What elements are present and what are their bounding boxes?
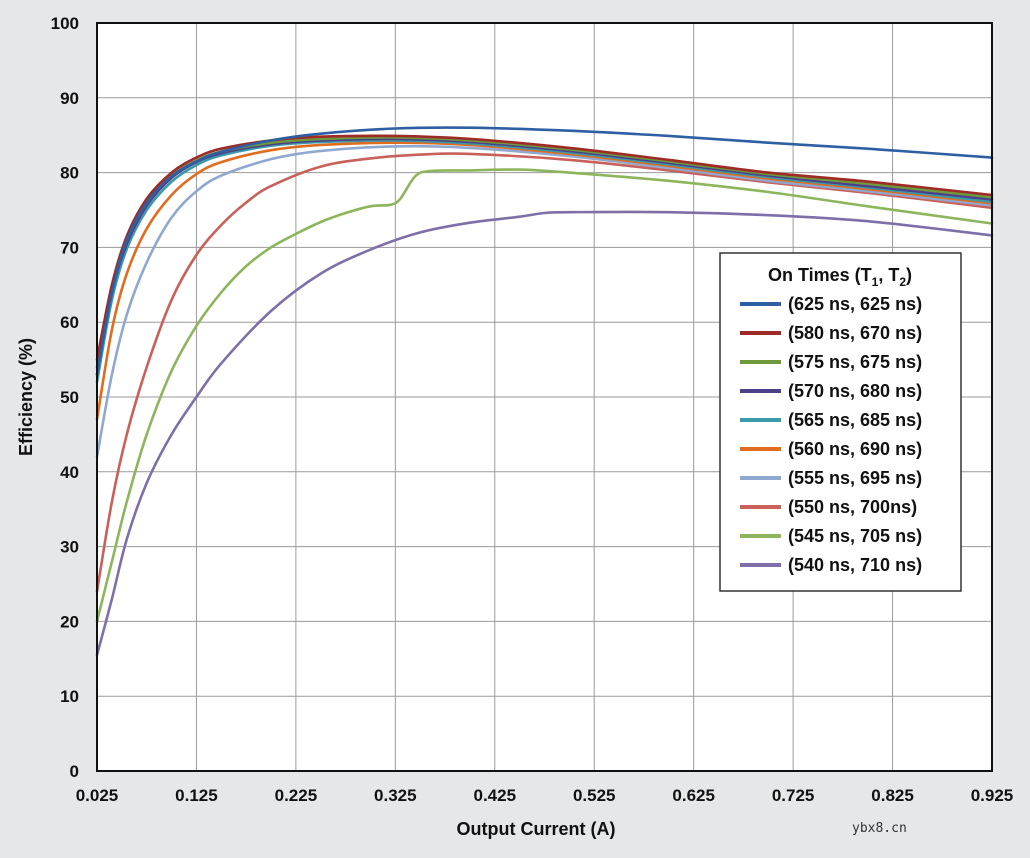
legend-label: (560 ns, 690 ns) xyxy=(788,439,922,459)
x-tick-label: 0.125 xyxy=(175,786,218,805)
x-tick-label: 0.025 xyxy=(76,786,119,805)
x-tick-label: 0.625 xyxy=(672,786,715,805)
legend-label: (545 ns, 705 ns) xyxy=(788,526,922,546)
x-tick-label: 0.725 xyxy=(772,786,815,805)
legend-label: (580 ns, 670 ns) xyxy=(788,323,922,343)
y-tick-label: 70 xyxy=(60,238,79,257)
x-tick-label: 0.325 xyxy=(374,786,417,805)
x-tick-label: 0.925 xyxy=(971,786,1014,805)
y-tick-label: 40 xyxy=(60,463,79,482)
y-tick-label: 90 xyxy=(60,89,79,108)
y-tick-label: 50 xyxy=(60,388,79,407)
series-line-9 xyxy=(95,210,994,657)
legend-title: On Times (T1, T2) xyxy=(768,265,912,289)
series-lines xyxy=(95,126,994,657)
legend-label: (575 ns, 675 ns) xyxy=(788,352,922,372)
legend: On Times (T1, T2) (625 ns, 625 ns) (580 n… xyxy=(719,252,962,592)
tick-labels: 0.025 0.125 0.225 0.325 0.425 0.525 0.625 0.725… xyxy=(51,14,1014,805)
series-line-8 xyxy=(95,168,994,623)
y-tick-label: 60 xyxy=(60,313,79,332)
series-line-7 xyxy=(95,152,994,593)
y-tick-label: 30 xyxy=(60,538,79,557)
x-tick-label: 0.825 xyxy=(871,786,914,805)
legend-label: (625 ns, 625 ns) xyxy=(788,294,922,314)
plot-frame xyxy=(96,22,993,772)
legend-label: (565 ns, 685 ns) xyxy=(788,410,922,430)
watermark-text: ybx8.cn xyxy=(852,821,907,836)
series-line-4 xyxy=(95,139,994,384)
series-line-6 xyxy=(95,144,994,459)
legend-label: (540 ns, 710 ns) xyxy=(788,555,922,575)
legend-label: (550 ns, 700ns) xyxy=(788,497,917,517)
series-line-1 xyxy=(95,134,994,361)
x-axis-title: Output Current (A) xyxy=(457,819,616,839)
x-tick-label: 0.425 xyxy=(474,786,517,805)
y-tick-label: 10 xyxy=(60,687,79,706)
legend-label: (570 ns, 680 ns) xyxy=(788,381,922,401)
series-line-3 xyxy=(95,137,994,376)
x-tick-label: 0.225 xyxy=(275,786,318,805)
y-tick-label: 100 xyxy=(51,14,79,33)
series-line-5 xyxy=(95,141,994,421)
legend-label: (555 ns, 695 ns) xyxy=(788,468,922,488)
series-line-0 xyxy=(95,126,994,376)
y-tick-label: 0 xyxy=(70,762,79,781)
legend-items: (625 ns, 625 ns) (580 ns, 670 ns) (575 ns,… xyxy=(740,294,922,575)
y-tick-label: 20 xyxy=(60,612,79,631)
y-axis-title: Efficiency (%) xyxy=(16,338,36,456)
y-tick-label: 80 xyxy=(60,164,79,183)
x-tick-label: 0.525 xyxy=(573,786,616,805)
